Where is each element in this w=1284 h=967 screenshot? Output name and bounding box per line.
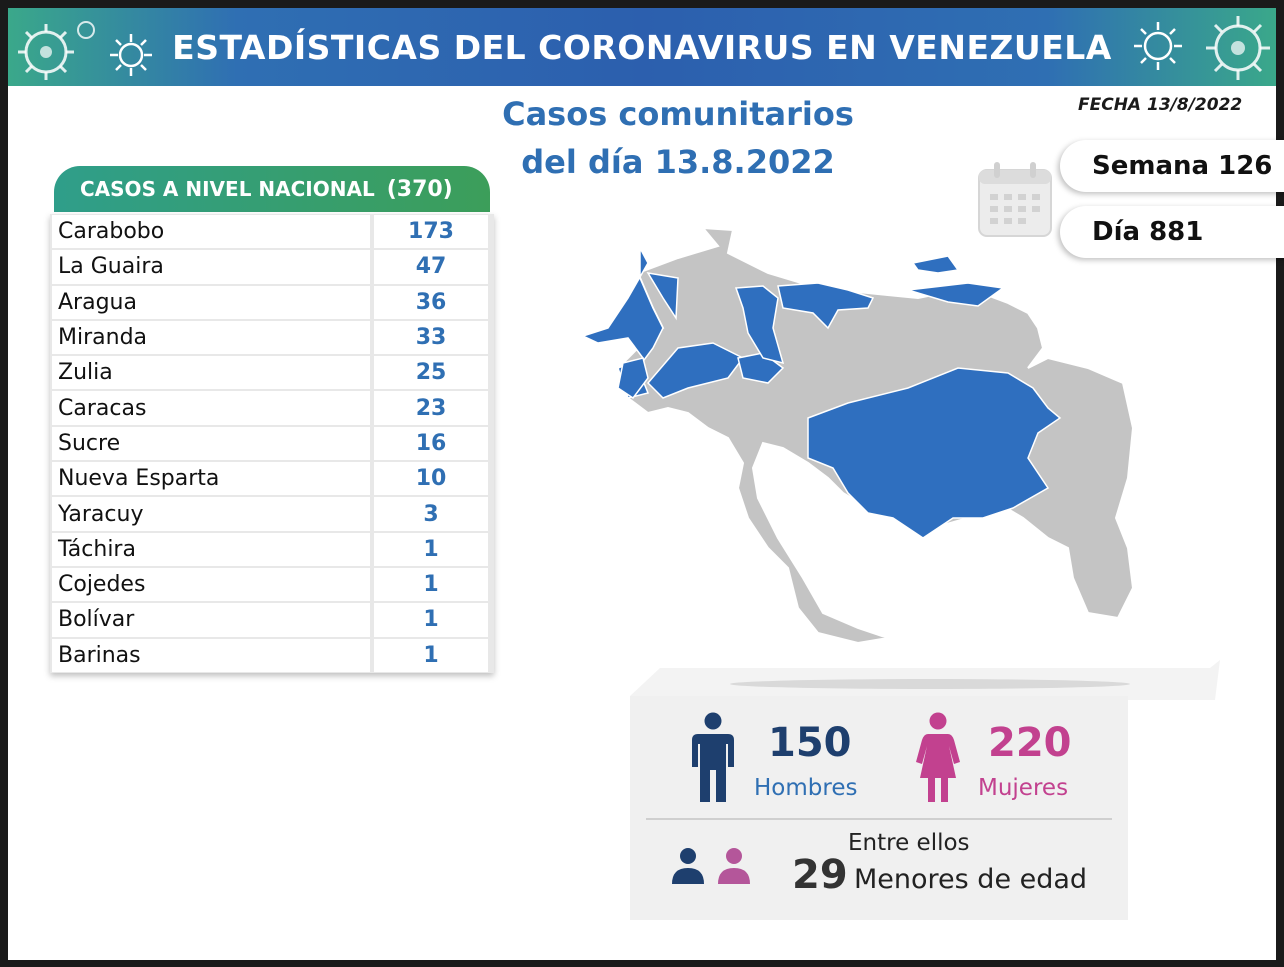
- man-icon: [692, 712, 734, 802]
- table-row: Cojedes 1: [50, 567, 494, 602]
- day-badge: Día 881: [1060, 206, 1284, 258]
- state-name: Caracas: [52, 391, 370, 425]
- virus-icon: [1206, 16, 1270, 80]
- header-banner: ESTADÍSTICAS DEL CORONAVIRUS EN VENEZUEL…: [8, 8, 1276, 86]
- table-row: La Guaira 47: [50, 249, 494, 284]
- state-name: Táchira: [52, 532, 370, 566]
- case-count: 33: [374, 320, 488, 355]
- state-name: Miranda: [52, 320, 370, 355]
- table-row: Zulia 25: [50, 355, 494, 390]
- state-tachira: [617, 357, 649, 400]
- state-name: Yaracuy: [52, 497, 370, 531]
- case-count: 16: [374, 426, 488, 461]
- date-label: FECHA 13/8/2022: [1078, 95, 1243, 115]
- case-count: 3: [374, 497, 488, 531]
- people-pair-icon: [672, 848, 750, 884]
- virus-icon: [110, 34, 152, 76]
- case-count: 25: [374, 356, 488, 390]
- case-count: 23: [374, 391, 488, 425]
- subtitle: Casos comunitarios del día 13.8.2022: [478, 90, 878, 186]
- case-count: 1: [374, 567, 488, 602]
- table-row: Nueva Esparta 10: [50, 461, 494, 496]
- table-row: Miranda 33: [50, 320, 494, 355]
- subtitle-line-1: Casos comunitarios: [502, 95, 854, 133]
- subtitle-line-2: del día 13.8.2022: [521, 143, 835, 181]
- state-sucre: [907, 282, 1005, 307]
- women-count: 220: [988, 720, 1072, 766]
- case-count: 10: [374, 462, 488, 496]
- venezuela-map: [580, 226, 1135, 645]
- state-name: Bolívar: [52, 603, 370, 637]
- state-name: Aragua: [52, 285, 370, 319]
- week-badge: Semana 126: [1060, 140, 1284, 192]
- table-row: Sucre 16: [50, 426, 494, 461]
- virus-icon: [1134, 22, 1182, 70]
- state-name: Nueva Esparta: [52, 462, 370, 496]
- state-name: Cojedes: [52, 567, 370, 602]
- cases-table: Carabobo 173 La Guaira 47 Aragua 36 Miranda…: [50, 214, 494, 673]
- state-falcon-coast: [646, 271, 679, 321]
- state-name: Sucre: [52, 426, 370, 461]
- state-barinas: [646, 342, 745, 399]
- gender-card: [630, 696, 1128, 920]
- virus-icon: [18, 21, 95, 80]
- page-title: ESTADÍSTICAS DEL CORONAVIRUS EN VENEZUEL…: [172, 28, 1112, 67]
- case-count: 1: [374, 603, 488, 637]
- case-count: 47: [374, 250, 488, 284]
- case-count: 1: [374, 638, 488, 672]
- case-count: 173: [374, 215, 488, 249]
- minors-count: 29: [792, 852, 848, 898]
- table-row: Aragua 36: [50, 285, 494, 320]
- card-shadow-decor: [630, 660, 1220, 700]
- table-row: Barinas 1: [50, 638, 494, 673]
- card-divider: [646, 818, 1112, 820]
- table-row: Yaracuy 3: [50, 496, 494, 531]
- men-label: Hombres: [754, 775, 858, 801]
- men-count: 150: [768, 720, 852, 766]
- state-name: Zulia: [52, 356, 370, 390]
- state-name: Barinas: [52, 638, 370, 672]
- national-total: (370): [386, 176, 453, 202]
- case-count: 1: [374, 532, 488, 566]
- table-header: CASOS A NIVEL NACIONAL (370): [54, 166, 490, 212]
- table-row: Táchira 1: [50, 532, 494, 567]
- table-row: Carabobo 173: [50, 214, 494, 249]
- table-row: Bolívar 1: [50, 602, 494, 637]
- state-bolivar: [807, 367, 1062, 539]
- state-aragua-miranda-caracas: [777, 282, 875, 330]
- table-heading: CASOS A NIVEL NACIONAL: [80, 177, 375, 201]
- table-row: Caracas 23: [50, 390, 494, 425]
- calendar-icon: [978, 162, 1052, 237]
- women-label: Mujeres: [978, 775, 1069, 801]
- highlighted-states: [580, 247, 1062, 539]
- minors-label: Menores de edad: [854, 864, 1088, 895]
- state-yaracuy-carabobo: [734, 285, 785, 365]
- state-name: Carabobo: [52, 215, 370, 249]
- infographic-frame: ESTADÍSTICAS DEL CORONAVIRUS EN VENEZUEL…: [8, 8, 1284, 960]
- case-count: 36: [374, 285, 488, 319]
- state-nueva-esparta: [911, 255, 960, 274]
- minors-intro: Entre ellos: [848, 830, 970, 856]
- woman-icon: [916, 712, 960, 802]
- state-name: La Guaira: [52, 250, 370, 284]
